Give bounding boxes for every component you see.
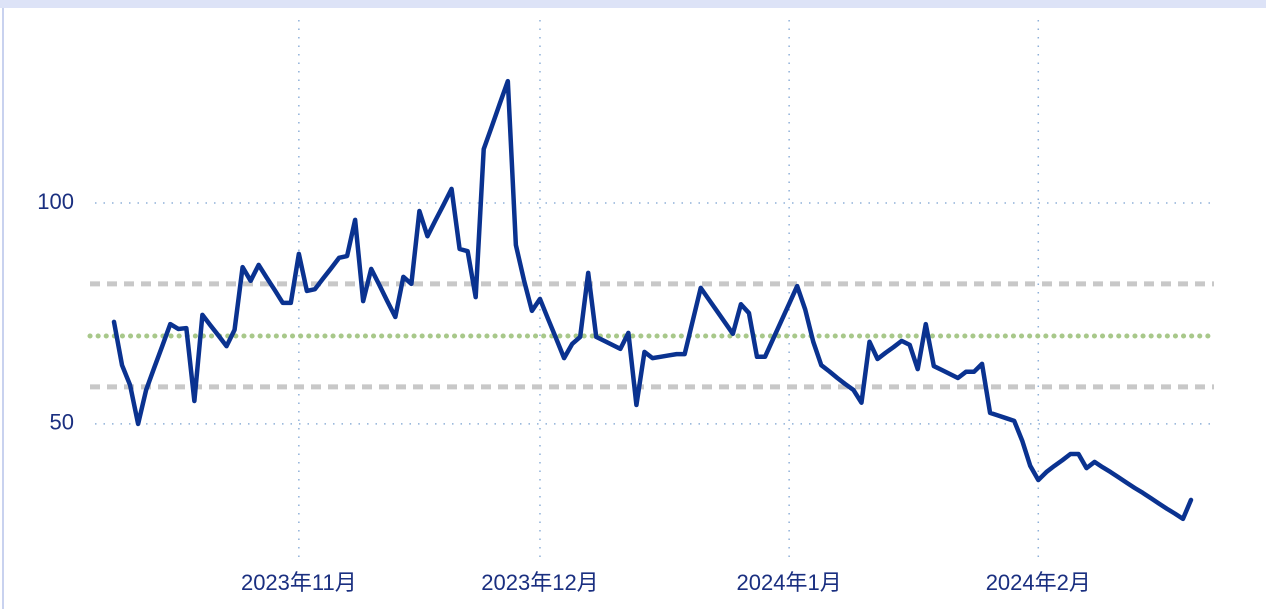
x-tick-label: 2024年1月: [737, 570, 842, 595]
x-tick-label: 2023年12月: [481, 570, 598, 595]
top-band: [0, 0, 1266, 8]
x-tick-label: 2023年11月: [241, 570, 357, 595]
x-tick-label: 2024年2月: [986, 570, 1091, 595]
data-line: [111, 78, 1194, 522]
y-tick-label: 50: [50, 410, 74, 435]
y-tick-label: 100: [37, 189, 74, 214]
